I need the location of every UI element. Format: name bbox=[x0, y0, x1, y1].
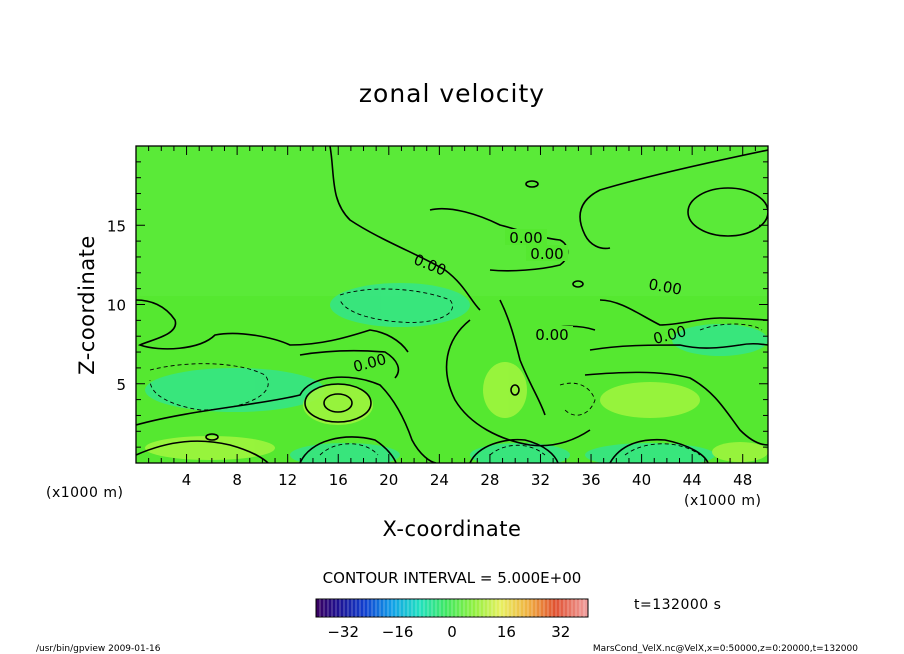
x-tick-label: 28 bbox=[480, 471, 499, 489]
contour-zero bbox=[609, 438, 709, 463]
x-tick-label: 16 bbox=[329, 471, 348, 489]
contour-closed bbox=[304, 383, 372, 423]
chart-title: zonal velocity bbox=[359, 79, 545, 108]
contour-zero bbox=[579, 149, 768, 250]
colorbar-tick-label: 0 bbox=[447, 623, 457, 641]
contour-negative bbox=[149, 288, 763, 456]
neg-region bbox=[330, 283, 470, 327]
pos-region bbox=[600, 382, 700, 418]
colorbar-tick-label: −16 bbox=[382, 623, 414, 641]
contour-interval-text: CONTOUR INTERVAL = 5.000E+00 bbox=[323, 569, 582, 587]
colorbar-tick-label: −32 bbox=[327, 623, 359, 641]
contour-dashed bbox=[699, 323, 763, 331]
contour-zero bbox=[445, 319, 591, 447]
y-axis-ticks: 5 10 15 bbox=[107, 161, 768, 448]
pos-region bbox=[303, 385, 373, 425]
x-tick-label: 8 bbox=[232, 471, 242, 489]
y-tick-label: 5 bbox=[116, 376, 126, 394]
field-upper-band bbox=[136, 146, 768, 296]
contour-closed bbox=[510, 384, 520, 396]
colorbar-stripes bbox=[319, 599, 585, 617]
contour-zero bbox=[299, 436, 397, 463]
contour-zero bbox=[584, 371, 768, 446]
colorbar-tick-label: 16 bbox=[497, 623, 516, 641]
footer-right: MarsCond_VelX.nc@VelX,x=0:50000,z=0:2000… bbox=[593, 644, 858, 654]
x-tick-label: 4 bbox=[182, 471, 192, 489]
contour-dashed bbox=[559, 382, 596, 416]
contour-dashed bbox=[149, 363, 269, 411]
positive-regions bbox=[145, 362, 768, 462]
contour-closed bbox=[205, 433, 219, 441]
contour-zero bbox=[329, 146, 481, 311]
footer-left: /usr/bin/gpview 2009-01-16 bbox=[36, 644, 161, 654]
neg-region bbox=[585, 443, 715, 463]
x-axis-unit-right: (x1000 m) bbox=[684, 493, 761, 509]
contour-zero bbox=[136, 299, 409, 353]
x-axis-ticks: 4 8 12 16 20 24 28 32 36 40 44 48 bbox=[148, 146, 756, 489]
x-tick-label: 36 bbox=[581, 471, 600, 489]
contour-dashed bbox=[624, 443, 701, 456]
x-tick-label: 24 bbox=[430, 471, 449, 489]
contour-closed bbox=[687, 187, 768, 237]
contour-zero bbox=[469, 438, 559, 463]
contour-closed bbox=[525, 180, 539, 188]
contour-zero bbox=[429, 207, 569, 272]
pos-region bbox=[712, 442, 768, 462]
y-tick-label: 10 bbox=[107, 297, 126, 315]
x-tick-label: 12 bbox=[278, 471, 297, 489]
x-tick-label: 48 bbox=[733, 471, 752, 489]
contour-label: 0.00 bbox=[530, 245, 563, 263]
contour-closed bbox=[572, 280, 584, 288]
x-axis-label: X-coordinate bbox=[383, 517, 522, 541]
x-axis-unit-left: (x1000 m) bbox=[46, 485, 123, 501]
contour-zero bbox=[589, 342, 768, 351]
contour-closed bbox=[323, 393, 353, 413]
time-label: t=132000 s bbox=[634, 597, 721, 613]
x-tick-label: 20 bbox=[379, 471, 398, 489]
colorbar-ticks: −32 −16 0 16 32 bbox=[327, 623, 570, 641]
neg-region bbox=[290, 443, 400, 463]
contour-zero bbox=[136, 376, 437, 463]
pos-region bbox=[483, 362, 527, 418]
colorbar-tick-label: 32 bbox=[551, 623, 570, 641]
x-tick-label: 44 bbox=[683, 471, 702, 489]
y-tick-label: 15 bbox=[107, 217, 126, 235]
contour-zero bbox=[599, 299, 768, 326]
contour-dashed bbox=[319, 443, 379, 456]
x-tick-label: 32 bbox=[531, 471, 550, 489]
contour-dashed bbox=[489, 444, 546, 456]
contour-label: 0.00 bbox=[647, 275, 683, 299]
neg-region bbox=[672, 324, 768, 356]
plot-area: 0.00 0.00 0.00 0.00 0.00 0.00 0.00 bbox=[136, 146, 768, 463]
contour-zero bbox=[499, 299, 546, 416]
contour-label: 0.00 bbox=[509, 229, 542, 247]
x-tick-label: 40 bbox=[632, 471, 651, 489]
contour-label: 0.00 bbox=[535, 326, 568, 344]
y-axis-label: Z-coordinate bbox=[75, 235, 99, 375]
neg-region bbox=[145, 368, 325, 412]
contour-dashed bbox=[339, 288, 453, 323]
contour-lines bbox=[136, 146, 768, 463]
contour-zero bbox=[299, 349, 400, 379]
